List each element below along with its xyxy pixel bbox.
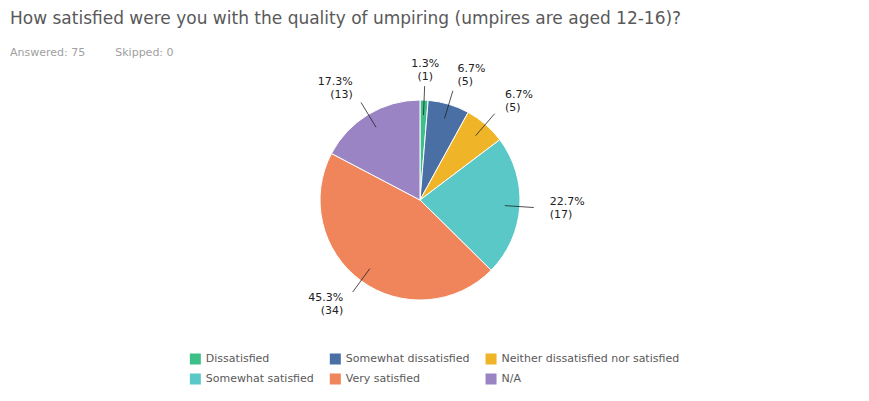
data-label: 17.3%(13) [318,75,353,101]
data-label-line: 22.7% [550,195,585,208]
legend-label: Neither dissatisfied nor satisfied [502,352,680,365]
data-label-line: (5) [457,75,473,88]
data-label-line: 17.3% [318,75,353,88]
leader-line [444,91,452,119]
subtitle: Skipped: 0 [115,46,173,59]
legend-swatch [330,354,341,365]
subtitle: Answered: 75 [10,46,85,59]
legend-item: Somewhat satisfied [190,372,314,385]
data-label: 1.3%(1) [411,57,439,83]
data-label-line: 1.3% [411,57,439,70]
legend-label: Somewhat dissatisfied [346,352,470,365]
legend-item: Somewhat dissatisfied [330,352,470,365]
chart: How satisfied were you with the quality … [0,0,869,401]
data-label: 6.7%(5) [457,62,485,88]
pie-slice [331,100,420,200]
legend-label: Very satisfied [346,372,420,385]
legend-swatch [486,354,497,365]
legend-item: Dissatisfied [190,352,270,365]
data-label-line: 45.3% [308,291,343,304]
legend-swatch [190,374,201,385]
leader-line [353,269,370,292]
data-label: 6.7%(5) [505,88,533,114]
title: How satisfied were you with the quality … [10,8,681,28]
legend-item: Very satisfied [330,372,420,385]
data-label-line: (5) [505,101,521,114]
leader-line [423,86,424,115]
data-label-line: (1) [418,70,434,83]
legend-item: Neither dissatisfied nor satisfied [486,352,680,365]
legend-label: N/A [502,372,522,385]
legend-label: Dissatisfied [206,352,270,365]
legend-label: Somewhat satisfied [206,372,314,385]
leader-line [476,114,495,136]
data-label-line: (17) [550,208,573,221]
data-label: 45.3%(34) [308,291,343,317]
leader-line [505,206,534,208]
data-label: 22.7%(17) [550,195,585,221]
data-label-line: 6.7% [457,62,485,75]
legend: Dissatisfied Somewhat dissatisfied Neither… [190,352,679,385]
pie [320,100,520,300]
legend-item: N/A [486,372,522,385]
data-label-line: 6.7% [505,88,533,101]
leader-line [361,102,376,127]
legend-swatch [330,374,341,385]
data-label-line: (34) [321,304,344,317]
data-label-line: (13) [330,88,353,101]
legend-swatch [190,354,201,365]
legend-swatch [486,374,497,385]
data-labels: 1.3%(1)6.7%(5)6.7%(5)22.7%(17)45.3%(34)1… [308,57,584,318]
